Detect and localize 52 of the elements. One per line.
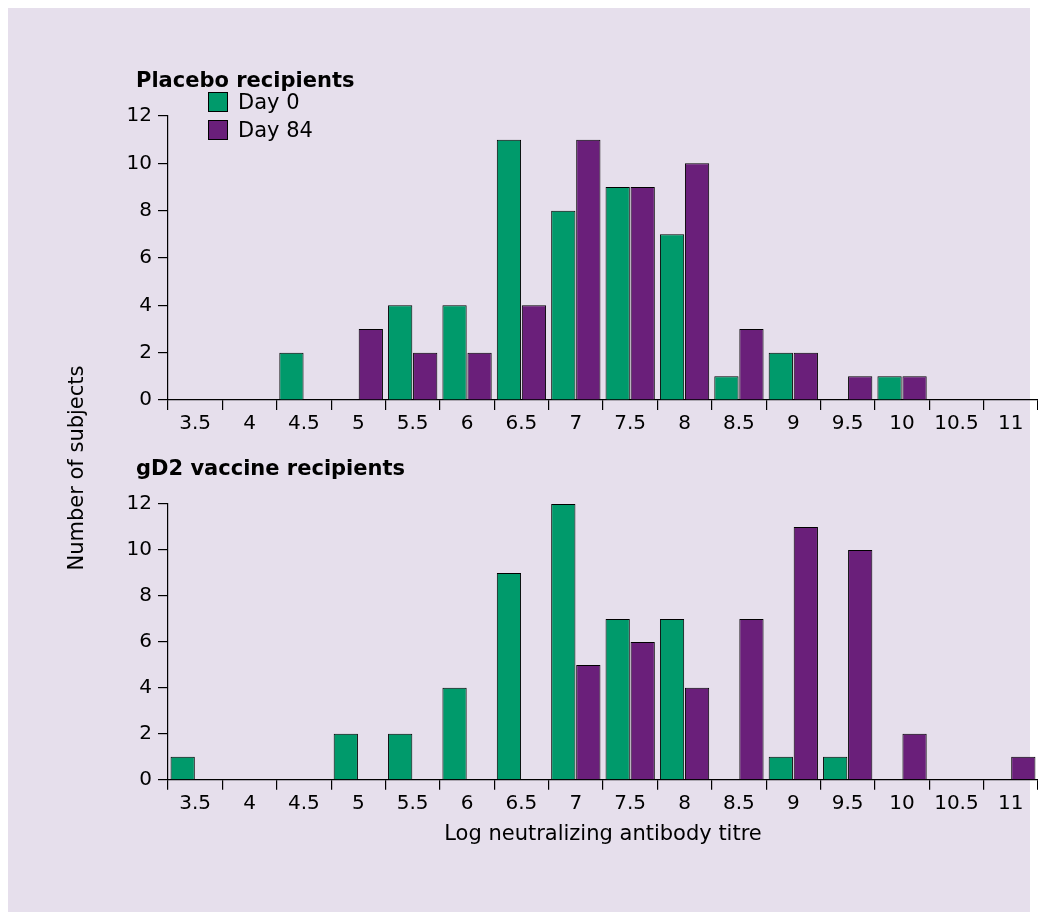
y-tick-label: 8 [139, 582, 152, 607]
x-tick-label: 4 [243, 410, 256, 435]
x-tick-label: 10.5 [934, 790, 979, 814]
x-tick-label: 8.5 [723, 410, 755, 435]
x-tick-label: 8 [678, 410, 691, 435]
legend-label: Day 0 [238, 90, 300, 114]
x-tick-label: 3.5 [179, 790, 212, 814]
x-tick-label: 4.5 [288, 410, 320, 435]
x-tick-label: 9.5 [831, 790, 864, 814]
y-tick-label: 8 [139, 196, 152, 221]
x-tick-label: 4.5 [288, 790, 320, 814]
x-tick-label: 10 [889, 410, 915, 435]
y-tick-label: 2 [139, 338, 152, 363]
y-axis-title: Number of subjects [64, 365, 88, 571]
x-tick-label: 5 [351, 410, 365, 435]
x-tick-label: 6 [460, 410, 474, 435]
legend-label: Day 84 [238, 118, 313, 142]
x-tick-label: 7 [569, 410, 583, 435]
y-tick-label: 4 [139, 674, 152, 699]
x-tick-label: 4 [243, 790, 256, 814]
x-tick-label: 8 [678, 790, 691, 814]
x-tick-label: 5.5 [396, 410, 429, 435]
x-tick-label: 11 [998, 410, 1024, 435]
x-tick-label: 5 [351, 790, 365, 814]
x-tick-label: 10.5 [934, 410, 979, 435]
y-tick-label: 2 [139, 720, 152, 745]
chart-title: Placebo recipients [136, 68, 356, 93]
x-tick-label: 5.5 [396, 790, 429, 814]
y-tick-label: 10 [126, 149, 152, 174]
x-tick-label: 6.5 [505, 410, 538, 435]
x-tick-label: 8.5 [723, 790, 755, 814]
y-tick-label: 6 [139, 244, 152, 269]
x-tick-label: 6.5 [505, 790, 538, 814]
y-tick-label: 12 [126, 102, 152, 127]
x-tick-label: 9 [786, 790, 800, 814]
y-tick-label: 10 [126, 536, 152, 561]
x-tick-label: 7.5 [614, 410, 647, 435]
x-tick-label: 7.5 [614, 790, 647, 814]
x-tick-label: 7 [569, 790, 583, 814]
y-tick-label: 0 [139, 766, 152, 790]
y-tick-label: 0 [139, 386, 152, 411]
y-tick-label: 12 [126, 490, 152, 515]
x-tick-label: 9 [786, 410, 800, 435]
x-tick-label: 10 [889, 790, 915, 814]
x-tick-label: 11 [998, 790, 1024, 814]
x-tick-label: 6 [460, 790, 474, 814]
x-tick-label: 9.5 [831, 410, 864, 435]
chart-title: gD2 vaccine recipients [136, 456, 407, 482]
x-axis-title: Log neutralizing antibody titre [444, 820, 762, 845]
x-tick-label: 3.5 [179, 410, 212, 435]
y-tick-label: 6 [139, 628, 152, 653]
y-tick-label: 4 [139, 291, 152, 316]
